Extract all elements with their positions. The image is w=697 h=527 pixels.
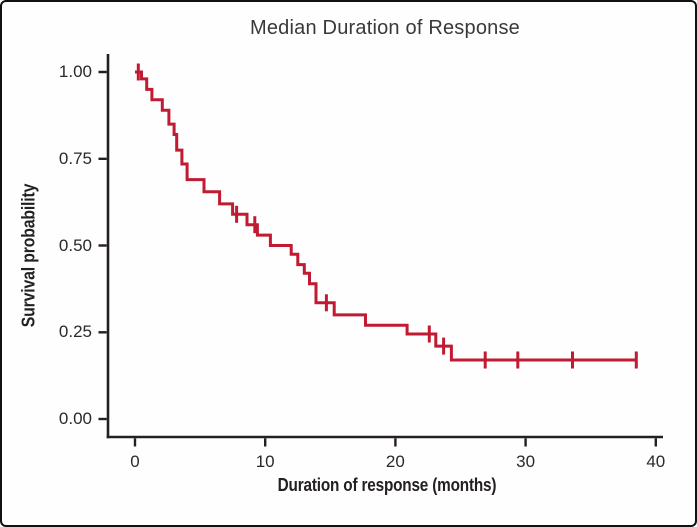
y-tick-label: 0.00 — [58, 409, 92, 428]
y-tick-label: 1.00 — [58, 62, 92, 81]
survival-curve — [135, 70, 637, 362]
y-tick-label: 0.25 — [58, 322, 92, 342]
y-tick-label: 0.50 — [58, 235, 92, 255]
chart-title: Median Duration of Response — [250, 17, 520, 39]
x-axis-label: Duration of response (months) — [277, 475, 497, 495]
x-tick-label: 30 — [516, 452, 536, 471]
x-tick-label: 40 — [646, 452, 666, 471]
y-axis-label: Survival probability — [18, 183, 39, 328]
x-tick-label: 0 — [130, 452, 140, 471]
y-tick-label: 0.75 — [58, 148, 92, 168]
x-tick-label: 10 — [255, 452, 275, 471]
x-tick-label: 20 — [385, 452, 405, 471]
